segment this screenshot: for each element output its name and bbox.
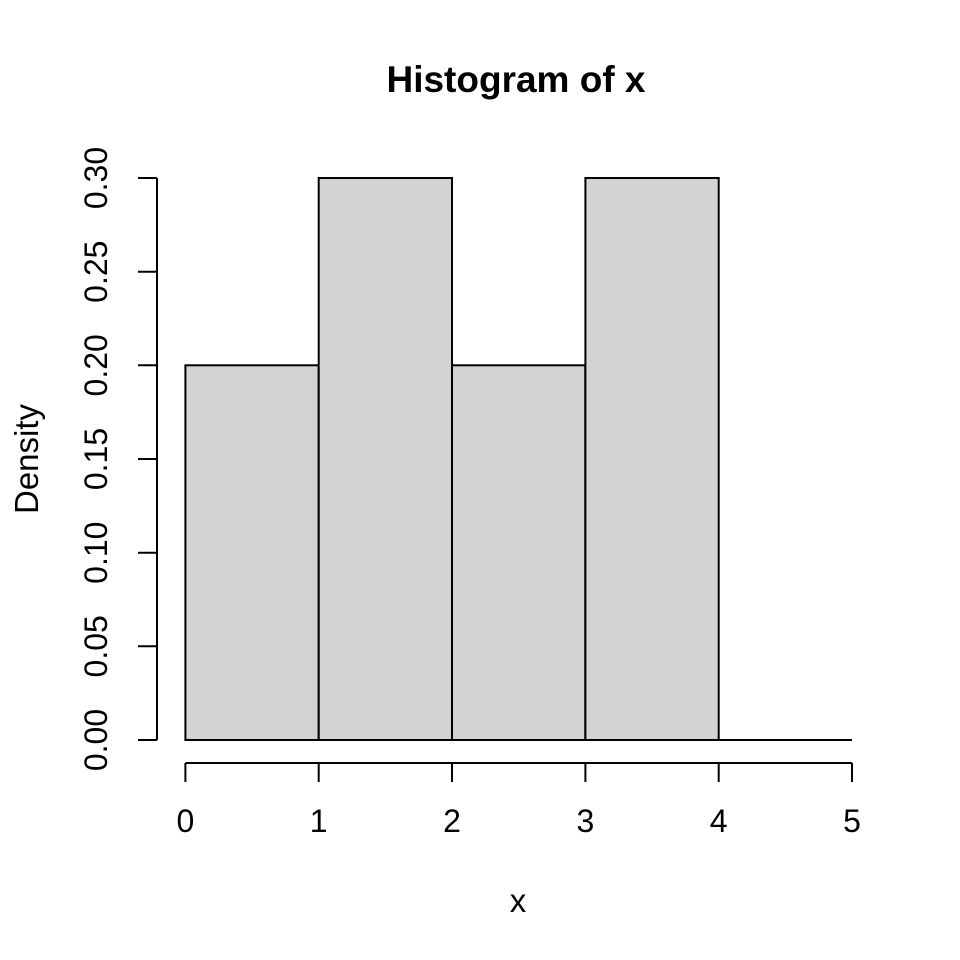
histogram-bar-1 xyxy=(317,177,454,741)
histogram-bars xyxy=(184,177,852,741)
y-tick-label-4: 0.20 xyxy=(78,334,114,396)
x-tick-label-2: 2 xyxy=(443,803,461,839)
x-tick-label-1: 1 xyxy=(310,803,328,839)
y-tick-label-3: 0.15 xyxy=(78,428,114,490)
x-tick-label-4: 4 xyxy=(710,803,728,839)
x-tick-label-0: 0 xyxy=(177,803,195,839)
y-tick-label-6: 0.30 xyxy=(78,147,114,209)
x-axis: 0 1 2 3 4 5 xyxy=(177,762,861,839)
x-tick-label-3: 3 xyxy=(577,803,595,839)
y-axis-label: Density xyxy=(8,403,45,514)
x-tick-label-5: 5 xyxy=(843,803,861,839)
y-axis: 0.00 0.05 0.10 0.15 0.20 0.25 0.30 xyxy=(78,147,158,771)
histogram-bar-2 xyxy=(451,364,587,741)
y-tick-label-2: 0.10 xyxy=(78,522,114,584)
y-tick-label-1: 0.05 xyxy=(78,615,114,677)
y-tick-label-5: 0.25 xyxy=(78,241,114,303)
chart-title: Histogram of x xyxy=(386,59,645,100)
x-axis-label: x xyxy=(510,882,527,919)
y-tick-label-0: 0.00 xyxy=(78,709,114,771)
histogram-bar-0 xyxy=(184,364,320,741)
histogram-bar-3 xyxy=(584,177,720,741)
